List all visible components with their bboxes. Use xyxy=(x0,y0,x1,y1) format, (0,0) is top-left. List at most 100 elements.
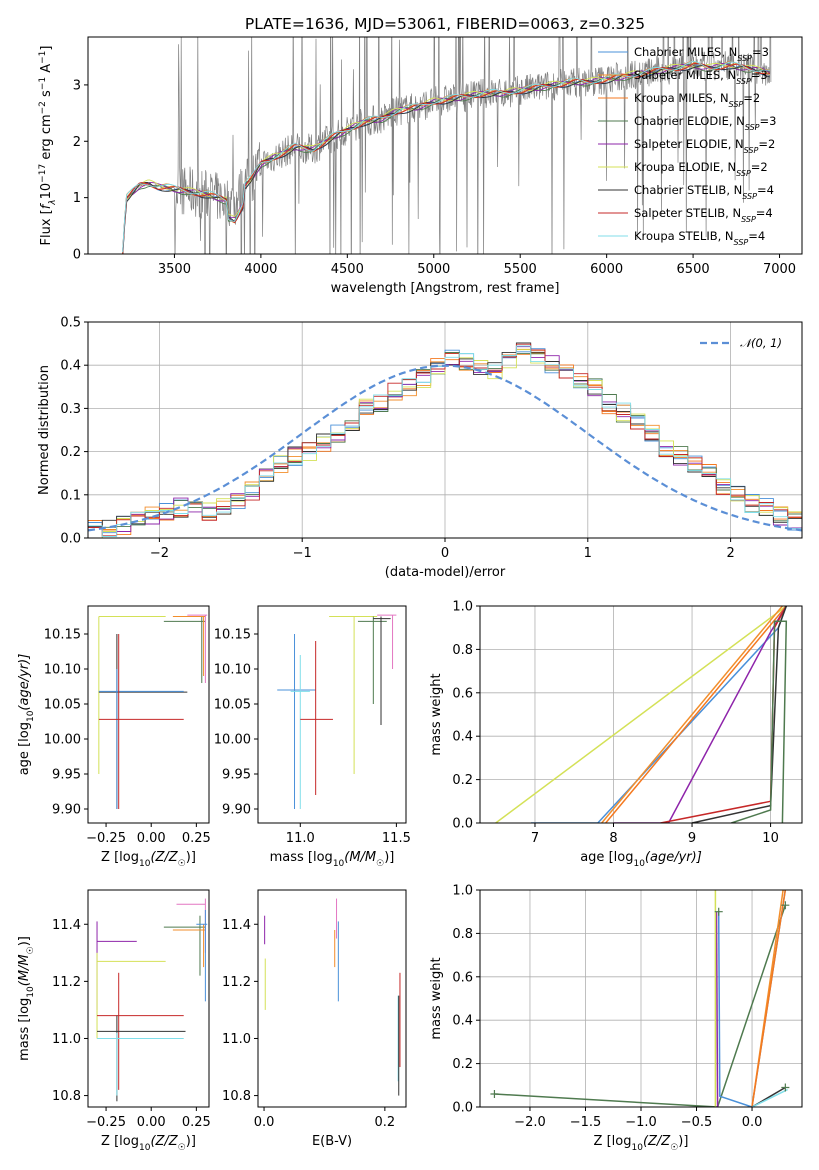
x-tick-label: 7000 xyxy=(763,262,796,277)
legend-label: Salpeter ELODIE, NSSP=2 xyxy=(634,137,775,155)
mass-weight-line xyxy=(715,911,719,1107)
legend-label: Kroupa ELODIE, NSSP=2 xyxy=(634,160,768,178)
x-axis-label: Z [log10(Z/Z☉)] xyxy=(101,1134,196,1153)
x-tick-label: 11.0 xyxy=(286,831,315,846)
y-tick-label: 0.4 xyxy=(452,1014,473,1029)
y-tick-label: 9.95 xyxy=(52,768,81,783)
axes-frame xyxy=(87,889,210,1108)
y-axis-label: Normed distribution xyxy=(37,365,52,495)
figure-title: PLATE=1636, MJD=53061, FIBERID=0063, z=0… xyxy=(245,15,645,33)
mass-vs-extinction-panel: 0.0 0.2 10.8 11.0 11.2 11.4 E(B-V) xyxy=(222,889,407,1149)
mass-weight-line xyxy=(731,620,788,823)
x-tick-label: 4000 xyxy=(244,262,277,277)
legend-label: Chabrier MILES, NSSP=3 xyxy=(634,45,769,63)
y-tick-label: 10.8 xyxy=(52,1089,81,1104)
x-tick-label: −0.25 xyxy=(86,1115,126,1130)
y-tick-label: 1.0 xyxy=(452,600,473,615)
plot-area xyxy=(277,614,397,809)
axes-frame xyxy=(87,36,803,255)
legend-label: Kroupa STELIB, NSSP=4 xyxy=(634,229,765,247)
y-tick-label: 0.4 xyxy=(60,359,81,374)
data-marker xyxy=(781,1083,790,1092)
x-tick-label: 11.5 xyxy=(382,831,411,846)
plot-area xyxy=(495,606,788,823)
y-tick-label: 0.2 xyxy=(452,773,473,788)
y-tick-label: 2 xyxy=(73,135,81,150)
y-tick-label: 10.00 xyxy=(44,733,81,748)
x-tick-label: 0 xyxy=(441,546,449,561)
y-tick-label: 9.90 xyxy=(52,803,81,818)
y-tick-label: 3 xyxy=(73,78,81,93)
y-axis-label: mass [log10(M/M☉)] xyxy=(17,936,36,1061)
x-axis-label: Z [log10(Z/Z☉)] xyxy=(101,850,196,869)
x-tick-label: 6500 xyxy=(677,262,710,277)
y-tick-label: 11.2 xyxy=(52,975,81,990)
y-tick-label: 0.8 xyxy=(452,643,473,658)
x-tick-label: −0.5 xyxy=(681,1115,713,1130)
axes-frame xyxy=(87,605,210,824)
x-tick-label: −1 xyxy=(293,546,312,561)
y-tick-label: 1 xyxy=(73,191,81,206)
x-tick-label: 7 xyxy=(531,831,539,846)
plot-area xyxy=(264,898,401,1096)
x-tick-label: 0.0 xyxy=(254,1115,275,1130)
model-spectrum-line xyxy=(122,63,771,253)
model-spectrum-line xyxy=(122,65,770,254)
legend-label: 𝒩(0, 1) xyxy=(740,336,782,350)
x-tick-label: 5000 xyxy=(417,262,450,277)
plot-area xyxy=(490,890,790,1107)
legend-label: Salpeter MILES, NSSP=3 xyxy=(634,68,768,86)
y-axis-label: age [log10(age/yr)] xyxy=(17,654,36,776)
plot-area xyxy=(88,342,802,538)
mass-weight-line xyxy=(613,606,787,823)
y-tick-label: 10.15 xyxy=(214,628,251,643)
y-tick-label: 11.4 xyxy=(222,918,251,933)
mass-weight-line xyxy=(691,606,788,823)
x-axis-label: age [log10(age/yr)] xyxy=(580,850,702,869)
x-tick-label: 6000 xyxy=(590,262,623,277)
observed-spectrum xyxy=(122,37,772,254)
y-tick-label: 0.6 xyxy=(452,686,473,701)
mass-vs-metallicity-panel: −0.25 0.00 0.25 10.8 11.0 11.2 11.4 Z [log10(Z/… xyxy=(17,889,211,1153)
y-tick-label: 0.1 xyxy=(60,488,81,503)
x-tick-label: −1.0 xyxy=(625,1115,657,1130)
y-tick-label: 0 xyxy=(73,248,81,263)
x-tick-label: 1 xyxy=(584,546,592,561)
age-vs-mass-panel: 11.0 11.5 9.90 9.95 10.00 10.05 10.10 10.15 mass… xyxy=(214,605,411,869)
plot-area xyxy=(98,614,208,809)
y-tick-label: 10.10 xyxy=(214,663,251,678)
y-tick-label: 9.95 xyxy=(222,768,251,783)
mass-weight-line xyxy=(751,1088,788,1107)
y-tick-label: 0.2 xyxy=(60,445,81,460)
mass-weight-line xyxy=(531,606,788,823)
data-marker xyxy=(781,901,790,910)
y-tick-label: 0.2 xyxy=(452,1057,473,1072)
mass-weight-line xyxy=(494,904,787,1107)
model-spectrum-line xyxy=(122,62,770,254)
residual-histogram-panel: −2 −1 0 1 2 0.0 0.1 0.2 0.3 0.4 0.5 (data-model)/er… xyxy=(37,316,803,580)
plot-area xyxy=(122,37,772,254)
mass-weight-vs-age-panel: 7 8 9 10 0.0 0.2 0.4 0.6 0.8 1.0 age [log10(age/yr… xyxy=(429,600,803,869)
y-axis-label: Flux [fλ10−17 erg cm−2 s−1 A−1] xyxy=(38,46,58,246)
axes-frame xyxy=(87,321,803,539)
x-tick-label: 9 xyxy=(688,831,696,846)
x-tick-label: 0.00 xyxy=(137,831,166,846)
y-tick-label: 10.05 xyxy=(214,698,251,713)
y-tick-label: 0.8 xyxy=(452,927,473,942)
mass-weight-vs-metallicity-panel: −2.0 −1.5 −1.0 −0.5 0.0 0.0 0.2 0.4 0.6 0.8 1.0 Z [… xyxy=(429,884,803,1153)
y-tick-label: 11.0 xyxy=(52,1032,81,1047)
x-tick-label: 0.25 xyxy=(182,831,211,846)
legend-label: Kroupa MILES, NSSP=2 xyxy=(634,91,760,109)
model-spectrum-line xyxy=(122,63,771,253)
y-tick-label: 10.05 xyxy=(44,698,81,713)
data-marker xyxy=(714,907,723,916)
y-tick-label: 9.90 xyxy=(222,803,251,818)
spectrum-panel: 3500 4000 4500 5000 5500 6000 6500 7000 0 1 2 3 wave… xyxy=(38,36,803,296)
y-axis-label: mass weight xyxy=(429,673,444,755)
axes-frame xyxy=(257,605,407,824)
x-tick-label: 0.2 xyxy=(375,1115,396,1130)
y-tick-label: 0.3 xyxy=(60,402,81,417)
axes-frame xyxy=(479,605,803,824)
x-tick-label: 0.00 xyxy=(137,1115,166,1130)
x-tick-label: −1.5 xyxy=(570,1115,602,1130)
